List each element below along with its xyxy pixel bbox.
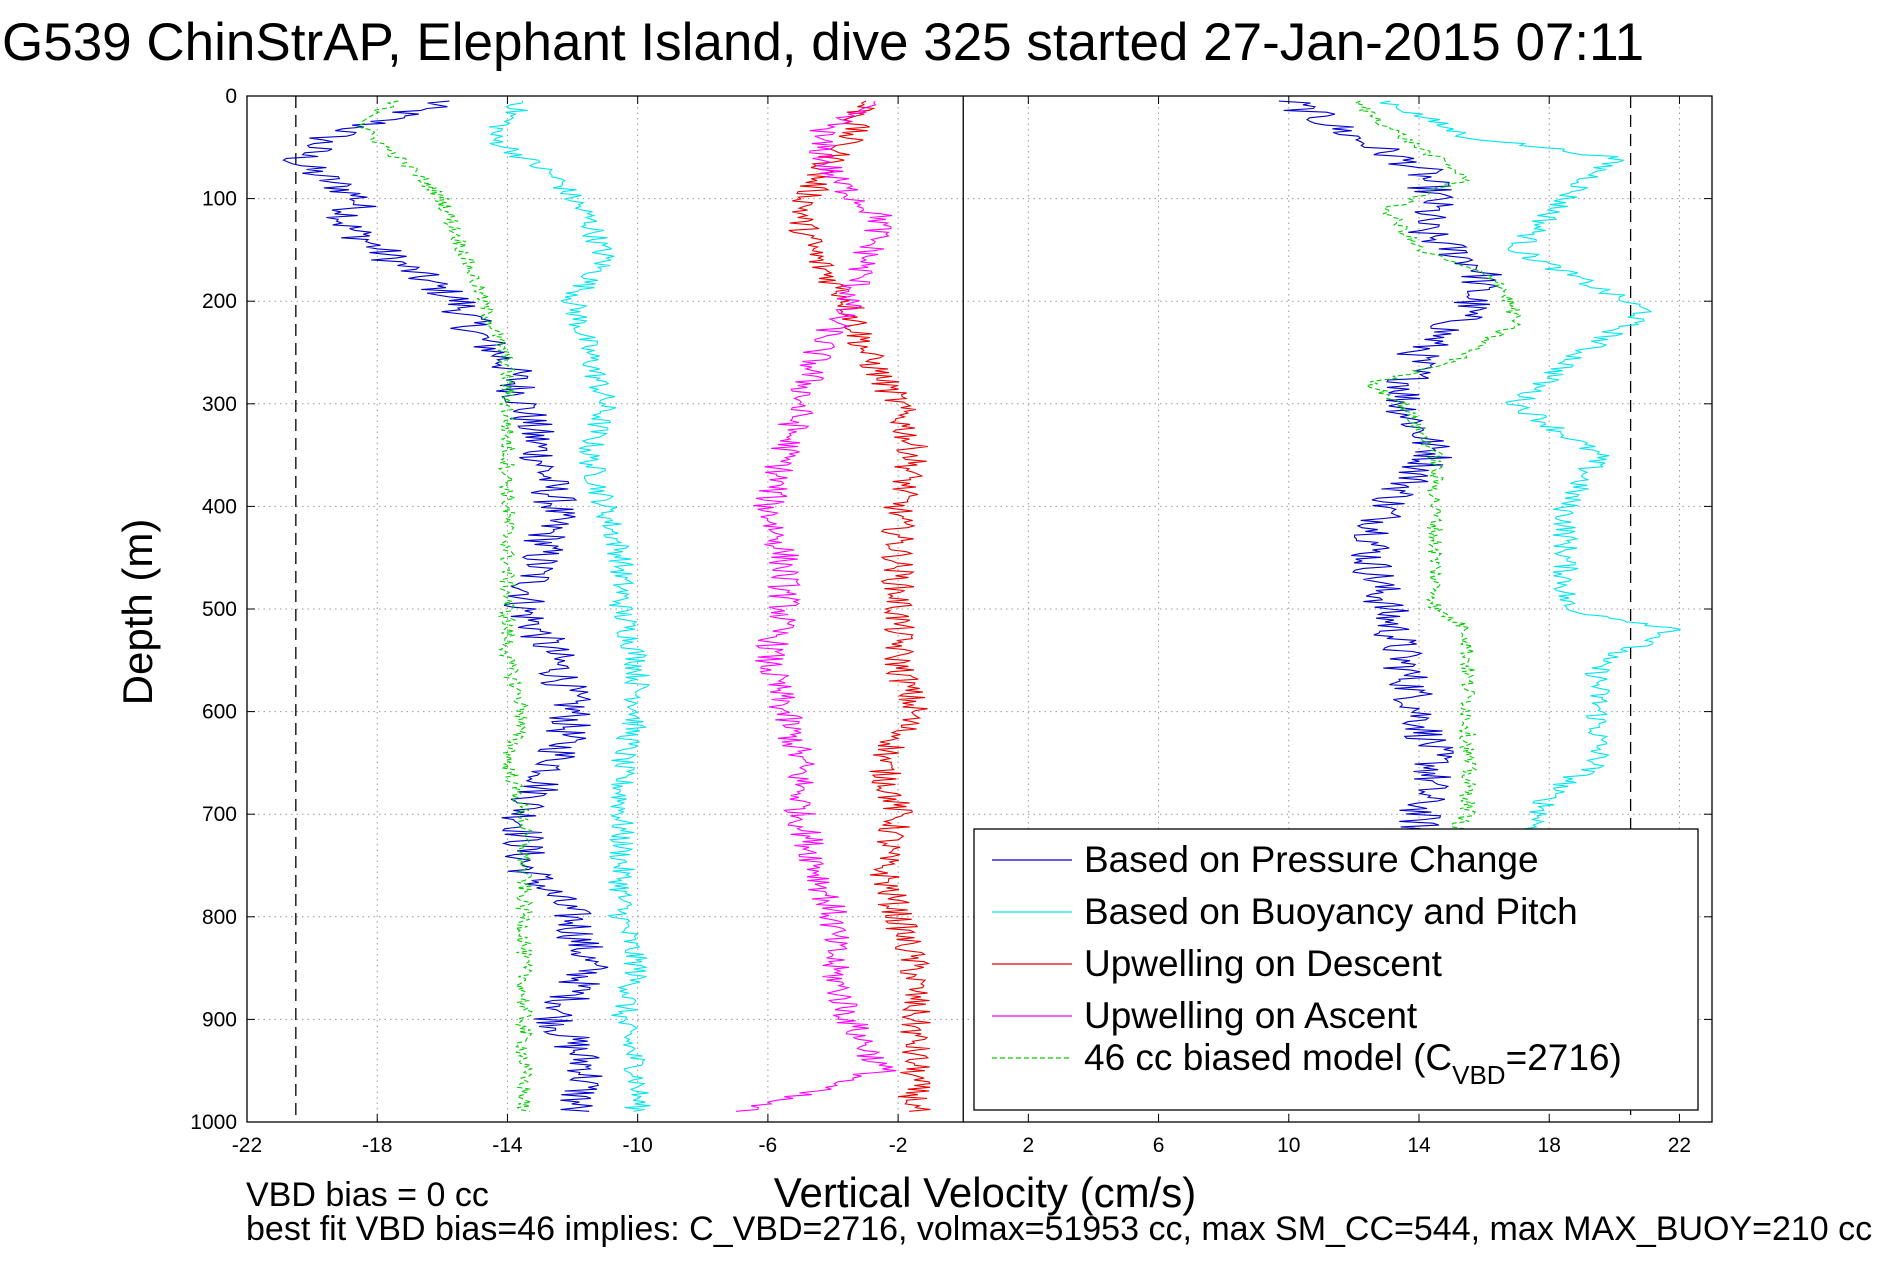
footer-best-fit: best fit VBD bias=46 implies: C_VBD=2716… [246, 1210, 1872, 1248]
x-tick-label: -6 [759, 1134, 778, 1157]
series-1-ascent-line [1278, 100, 1502, 835]
y-tick-label: 700 [202, 803, 237, 826]
y-tick-label: 600 [202, 701, 237, 724]
legend-box [973, 828, 1699, 1111]
x-tick-label: 6 [1153, 1134, 1165, 1157]
y-tick-label: 200 [202, 290, 237, 313]
series-5-ascent-line [1353, 100, 1523, 835]
series-2-ascent-line [1379, 100, 1681, 835]
y-tick-label: 500 [202, 598, 237, 621]
x-tick-label: 14 [1407, 1134, 1431, 1157]
x-tick-label: -18 [362, 1134, 392, 1157]
legend: Based on Pressure Change Based on Buoyanc… [973, 828, 1699, 1111]
legend-label-4: Upwelling on Ascent [1084, 995, 1418, 1036]
chart-title: G539 ChinStrAP, Elephant Island, dive 32… [2, 13, 1644, 72]
y-tick-label: 1000 [190, 1111, 237, 1134]
y-axis-label: Depth (m) [114, 519, 161, 706]
x-tick-label: -22 [232, 1134, 262, 1157]
y-tick-label: 100 [202, 188, 237, 211]
series-1-descent-line [282, 100, 609, 1112]
footer-vbd-bias: VBD bias = 0 cc [246, 1176, 489, 1214]
y-tick-label: 0 [225, 85, 237, 108]
y-tick-layer: 0 100 200 300 400 500 600 700 800 900 1000 [190, 85, 1712, 1134]
x-tick-label: 18 [1538, 1134, 1561, 1157]
x-tick-label: -14 [492, 1134, 523, 1157]
x-tick-label: -10 [622, 1134, 652, 1157]
y-tick-label: 900 [202, 1008, 237, 1031]
series-4-descent-line [735, 100, 897, 1112]
y-tick-label: 300 [202, 393, 237, 416]
series-2-descent-line [488, 100, 651, 1112]
series-5-descent-line [357, 100, 534, 1112]
x-tick-label: 10 [1277, 1134, 1300, 1157]
legend-label-5: 46 cc biased model (CVBD=2716) [1084, 1037, 1622, 1090]
x-tick-label: -2 [889, 1134, 908, 1157]
legend-label-1: Based on Pressure Change [1084, 839, 1539, 880]
x-tick-label: 2 [1022, 1134, 1034, 1157]
x-tick-label: 22 [1668, 1134, 1691, 1157]
legend-label-3: Upwelling on Descent [1084, 943, 1443, 984]
series-layer [282, 100, 1681, 1112]
legend-label-2: Based on Buoyancy and Pitch [1084, 891, 1578, 932]
series-3-descent-line [788, 100, 931, 1112]
y-tick-label: 800 [202, 906, 237, 929]
x-tick-layer: -22 -18 -14 -10 -6 -2 2 6 10 14 18 22 [232, 96, 1691, 1157]
y-tick-label: 400 [202, 495, 237, 518]
x-axis-label: Vertical Velocity (cm/s) [774, 1169, 1196, 1216]
